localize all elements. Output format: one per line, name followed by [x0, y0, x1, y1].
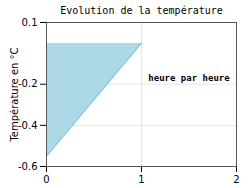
svg-text:heure par heure: heure par heure — [148, 73, 230, 83]
svg-text:2: 2 — [233, 174, 239, 185]
svg-text:1: 1 — [138, 174, 144, 185]
svg-text:Evolution de la température: Evolution de la température — [60, 5, 223, 16]
svg-text:-0.6: -0.6 — [18, 161, 38, 172]
svg-text:Température en °C: Température en °C — [9, 47, 20, 142]
svg-text:0.1: 0.1 — [22, 17, 38, 28]
svg-text:0: 0 — [43, 174, 49, 185]
svg-text:-0.2: -0.2 — [18, 78, 38, 89]
svg-text:-0.4: -0.4 — [18, 120, 38, 131]
